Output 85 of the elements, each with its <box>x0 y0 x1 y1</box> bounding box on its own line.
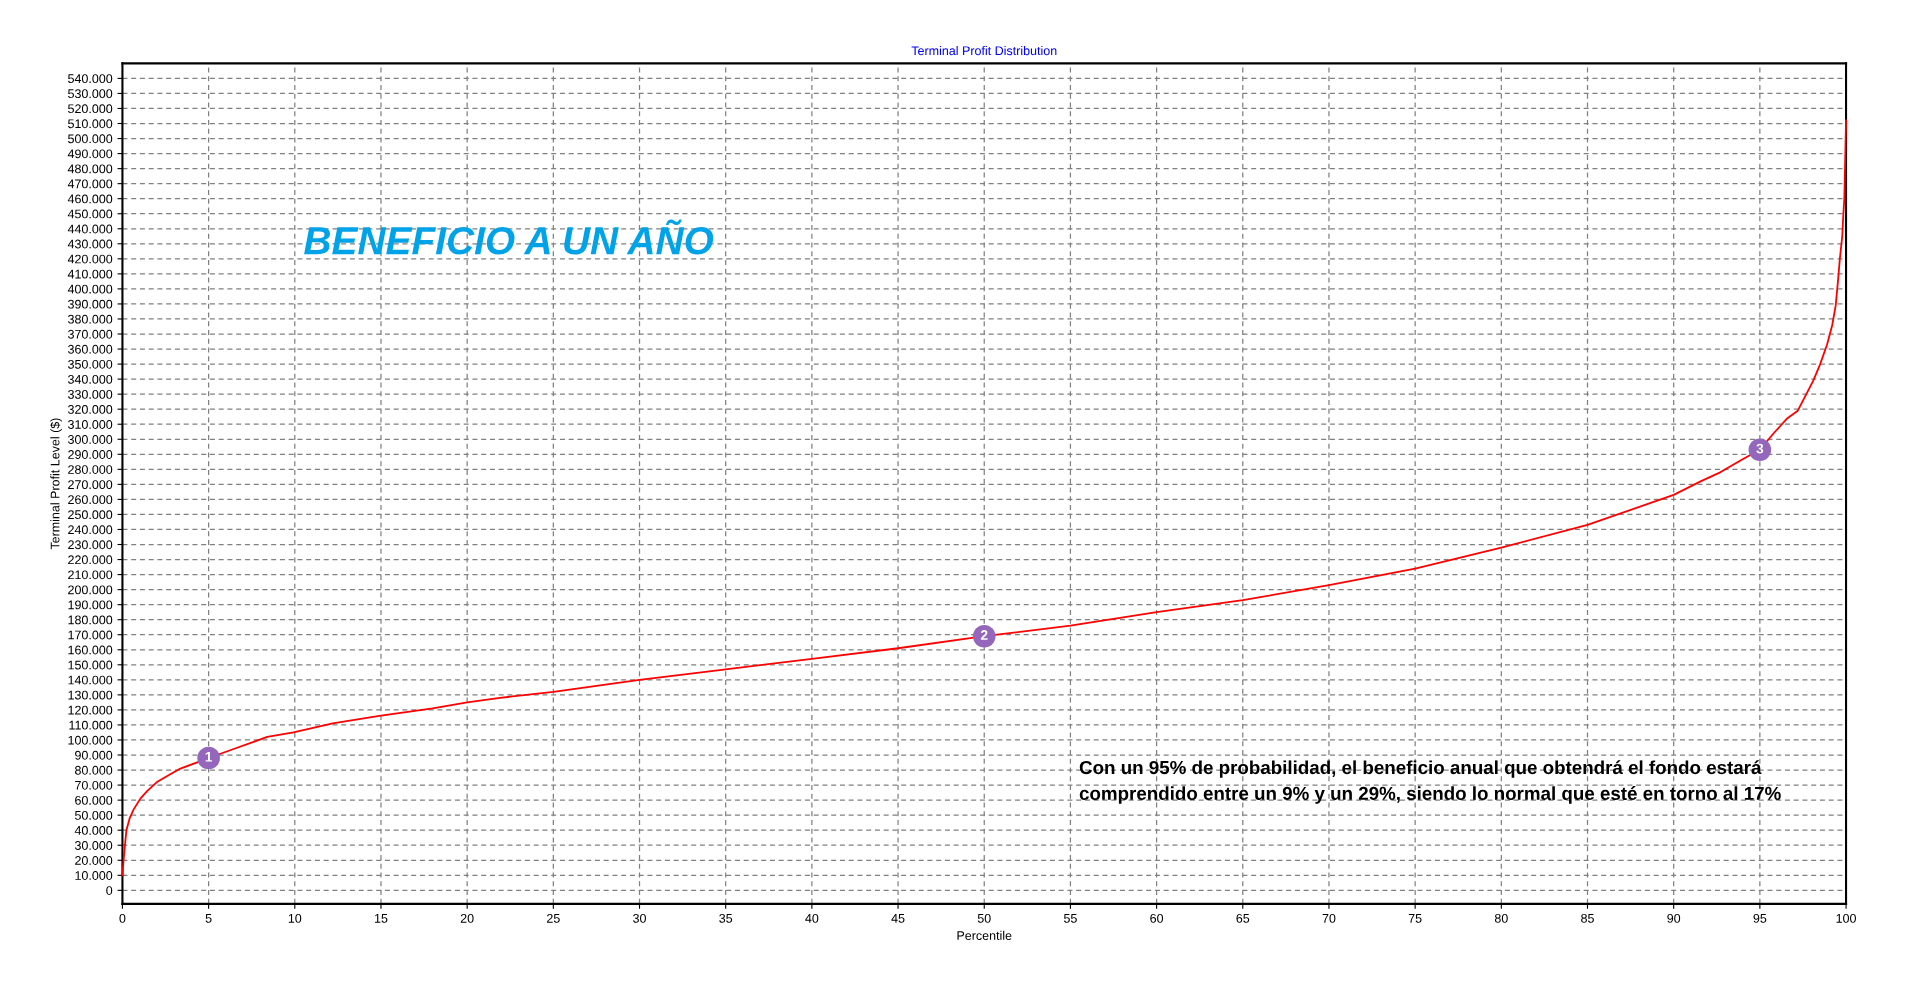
y-tick-label: 220.000 <box>68 555 113 565</box>
y-tick-label: 120.000 <box>68 705 113 715</box>
y-tick-label: 320.000 <box>68 404 113 414</box>
x-tick-label: 60 <box>1150 913 1164 923</box>
y-tick-label: 340.000 <box>68 374 113 384</box>
y-tick-label: 350.000 <box>68 359 113 369</box>
y-tick-label: 0 <box>106 886 113 895</box>
y-tick-label: 430.000 <box>67 239 113 249</box>
y-tick-label: 370.000 <box>68 329 113 339</box>
y-tick-label: 540.000 <box>68 74 113 84</box>
y-tick-label: 100.000 <box>68 735 113 745</box>
annotation: 1 <box>205 752 213 762</box>
y-tick-label: 260.000 <box>68 495 113 505</box>
y-tick-label: 110.000 <box>69 720 113 730</box>
x-tick-label: 90 <box>1667 913 1681 923</box>
y-tick-label: 420.000 <box>67 254 113 264</box>
annotation: Con un 95% de probabilidad, el beneficio anual que obtendrá el fondo estará comprendido entre un 9% y un 29%, siendo lo normal que esté en torno al 17% <box>1079 760 1781 804</box>
y-tick-label: 390.000 <box>68 299 113 309</box>
y-tick-label: 500.000 <box>68 134 113 144</box>
y-tick-label: 460.000 <box>67 194 113 204</box>
x-tick-label: 0 <box>119 913 126 923</box>
y-tick-label: 50.000 <box>74 810 113 820</box>
y-tick-label: 360.000 <box>68 344 113 354</box>
x-tick-label: 25 <box>547 913 560 923</box>
y-tick-label: 480.000 <box>67 164 113 174</box>
x-tick-label: 45 <box>891 914 905 923</box>
x-axis-title: Percentile <box>957 930 1012 940</box>
y-tick-label: 150.000 <box>68 660 113 670</box>
y-axis-title: Terminal Profit Level ($) <box>50 418 62 550</box>
y-tick-label: 250.000 <box>68 510 113 520</box>
y-tick-label: 440.000 <box>67 224 113 234</box>
annotation: 2 <box>980 630 988 640</box>
y-tick-label: 470.000 <box>67 179 113 189</box>
y-tick-label: 70.000 <box>75 780 113 790</box>
x-tick-label: 35 <box>719 913 733 923</box>
x-tick-label: 15 <box>374 914 388 923</box>
y-tick-label: 520.000 <box>68 104 113 114</box>
y-tick-label: 60.000 <box>75 795 113 805</box>
y-tick-label: 200.000 <box>68 585 113 595</box>
y-tick-label: 230.000 <box>68 540 113 550</box>
y-tick-label: 310.000 <box>68 420 113 429</box>
y-tick-label: 240.000 <box>68 525 113 535</box>
x-tick-label: 30 <box>633 913 646 923</box>
y-tick-label: 20.000 <box>75 856 113 865</box>
chart-title: Terminal Profit Distribution <box>911 45 1057 56</box>
x-tick-label: 50 <box>977 913 991 923</box>
y-tick-label: 90.000 <box>75 750 113 760</box>
y-tick-label: 450.000 <box>67 209 113 219</box>
y-tick-label: 190.000 <box>68 600 113 610</box>
y-tick-label: 10.000 <box>75 871 113 880</box>
x-tick-label: 40 <box>805 913 819 923</box>
y-tick-label: 30.000 <box>74 841 113 850</box>
y-tick-label: 160.000 <box>68 645 113 655</box>
annotation: 3 <box>1756 443 1764 454</box>
x-tick-label: 20 <box>460 913 474 923</box>
x-tick-label: 70 <box>1322 913 1336 923</box>
y-tick-label: 280.000 <box>68 465 113 474</box>
x-tick-label: 65 <box>1236 913 1250 923</box>
y-tick-label: 130.000 <box>68 690 113 700</box>
y-tick-label: 530.000 <box>68 89 113 99</box>
y-tick-label: 410.000 <box>67 269 113 279</box>
x-tick-label: 80 <box>1494 913 1508 923</box>
x-tick-label: 85 <box>1581 913 1594 923</box>
y-tick-label: 210.000 <box>68 570 113 580</box>
x-tick-label: 55 <box>1063 914 1077 923</box>
x-tick-label: 100 <box>1836 913 1856 923</box>
y-tick-label: 80.000 <box>75 765 113 775</box>
y-tick-label: 380.000 <box>68 314 113 324</box>
x-tick-label: 95 <box>1753 913 1767 923</box>
y-tick-label: 510.000 <box>68 119 113 129</box>
annotation: BENEFICIO A UN AÑO <box>304 219 714 255</box>
y-tick-label: 400.000 <box>67 284 113 294</box>
x-tick-label: 10 <box>288 913 302 923</box>
y-tick-label: 290.000 <box>68 450 113 459</box>
line-series <box>121 119 1847 877</box>
y-tick-label: 40.000 <box>74 825 113 835</box>
x-tick-label: 75 <box>1408 914 1422 923</box>
y-tick-label: 180.000 <box>68 615 113 625</box>
y-tick-label: 300.000 <box>68 435 113 444</box>
y-tick-label: 490.000 <box>67 149 113 159</box>
x-tick-label: 5 <box>205 914 212 923</box>
y-tick-label: 270.000 <box>68 480 113 490</box>
y-tick-label: 170.000 <box>68 630 113 640</box>
y-tick-label: 330.000 <box>68 389 113 399</box>
y-tick-label: 140.000 <box>68 675 113 685</box>
